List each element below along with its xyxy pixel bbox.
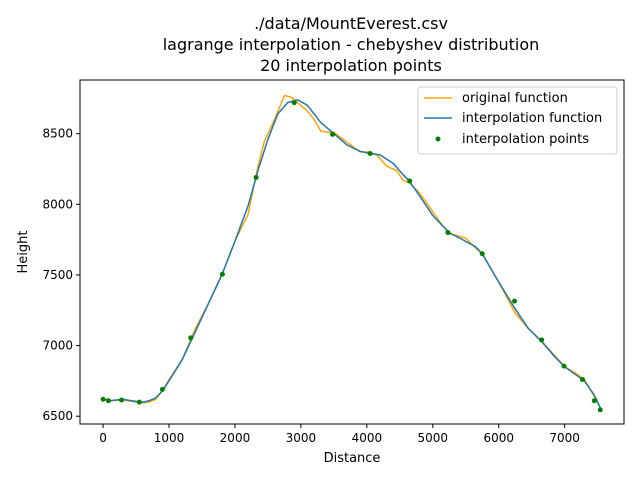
chart-title-line-1: ./data/MountEverest.csv — [254, 14, 448, 33]
interpolation-point — [291, 100, 297, 106]
interpolation-point — [579, 376, 585, 382]
chart-title-line-3: 20 interpolation points — [260, 56, 442, 75]
legend-entry-interpolation-points: interpolation points — [435, 132, 589, 147]
chart-title-line-2: lagrange interpolation - chebyshev distr… — [163, 35, 540, 54]
y-axis: 6500 7000 7500 8000 8500 — [42, 127, 80, 423]
legend-marker-interpolation-points — [435, 136, 441, 142]
interpolation-point — [105, 398, 111, 404]
x-tick-label: 4000 — [352, 431, 383, 445]
legend-label-interpolation-points: interpolation points — [462, 132, 589, 147]
x-tick-label: 7000 — [549, 431, 580, 445]
x-tick-label: 1000 — [154, 431, 185, 445]
y-tick-label: 7000 — [42, 339, 73, 353]
interpolation-point — [253, 174, 259, 180]
plot-frame — [79, 79, 625, 425]
x-axis: 0 1000 2000 3000 4000 5000 6000 7000 — [99, 424, 580, 445]
plot-area — [79, 79, 625, 425]
legend-label-interpolation-function: interpolation function — [462, 111, 602, 126]
y-tick-label: 8500 — [42, 127, 73, 141]
interpolation-point — [591, 398, 597, 404]
interpolation-point — [119, 397, 125, 403]
x-tick-label: 0 — [99, 431, 107, 445]
y-tick-label: 8000 — [42, 197, 73, 211]
x-tick-label: 2000 — [220, 431, 251, 445]
interpolation-point — [561, 363, 567, 369]
legend-entry-interpolation-function: interpolation function — [424, 111, 602, 126]
legend-label-original-function: original function — [462, 91, 568, 106]
y-axis-label: Height — [16, 231, 31, 274]
x-tick-label: 3000 — [286, 431, 317, 445]
interpolation-point — [159, 386, 165, 392]
interpolation-point — [367, 150, 373, 156]
legend-entry-original-function: original function — [424, 91, 568, 106]
y-tick-label: 7500 — [42, 268, 73, 282]
interpolation-point — [512, 298, 518, 304]
interpolation-point — [100, 396, 106, 402]
interpolation-point — [407, 178, 413, 184]
interpolation-point — [188, 335, 194, 341]
interpolation-point — [479, 251, 485, 257]
chart-title: ./data/MountEverest.csv lagrange interpo… — [163, 14, 540, 75]
interpolation-point — [597, 407, 603, 413]
y-tick-label: 6500 — [42, 409, 73, 423]
series-line-interpolation-function — [102, 99, 602, 410]
interpolation-point — [330, 131, 336, 137]
legend-box — [417, 86, 618, 155]
legend: original function interpolation function… — [417, 86, 618, 155]
x-tick-label: 5000 — [418, 431, 449, 445]
interpolation-point — [219, 271, 225, 277]
x-tick-label: 6000 — [483, 431, 514, 445]
interpolation-point — [445, 230, 451, 236]
interpolation-point — [539, 337, 545, 343]
interpolation-point — [136, 399, 142, 405]
series-layer — [100, 94, 603, 413]
x-axis-label: Distance — [324, 451, 381, 466]
